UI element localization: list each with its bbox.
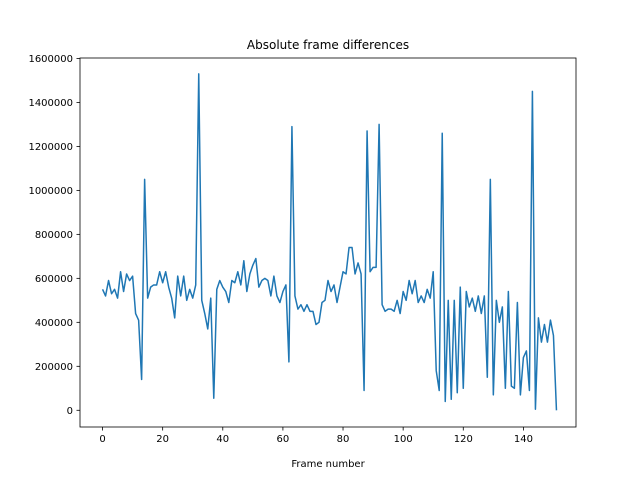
- y-tick-label: 0: [67, 406, 73, 417]
- y-tick-label: 1200000: [28, 142, 73, 153]
- plot-area: 0 20 40 60 80 100 120 140 0 200000 400000 600000 800…: [28, 54, 577, 445]
- x-tick-label: 100: [394, 434, 413, 445]
- x-tick-label: 140: [514, 434, 533, 445]
- y-tick-label: 1600000: [28, 54, 73, 65]
- y-tick-label: 1400000: [28, 98, 73, 109]
- x-tick-label: 80: [337, 434, 350, 445]
- y-tick-label: 600000: [35, 274, 73, 285]
- y-tick-label: 400000: [35, 318, 73, 329]
- axes-frame: [79, 57, 577, 428]
- chart-title: Absolute frame differences: [247, 38, 409, 52]
- y-tick-label: 200000: [35, 362, 73, 373]
- x-tick-label: 120: [454, 434, 473, 445]
- x-tick-label: 40: [216, 434, 229, 445]
- x-tick-label: 60: [277, 434, 290, 445]
- series-line-0: [101, 73, 558, 411]
- x-tick-label: 0: [99, 434, 105, 445]
- y-tick-label: 800000: [35, 230, 73, 241]
- y-tick-label: 1000000: [28, 186, 73, 197]
- x-tick-label: 20: [156, 434, 169, 445]
- x-axis-label: Frame number: [291, 459, 365, 470]
